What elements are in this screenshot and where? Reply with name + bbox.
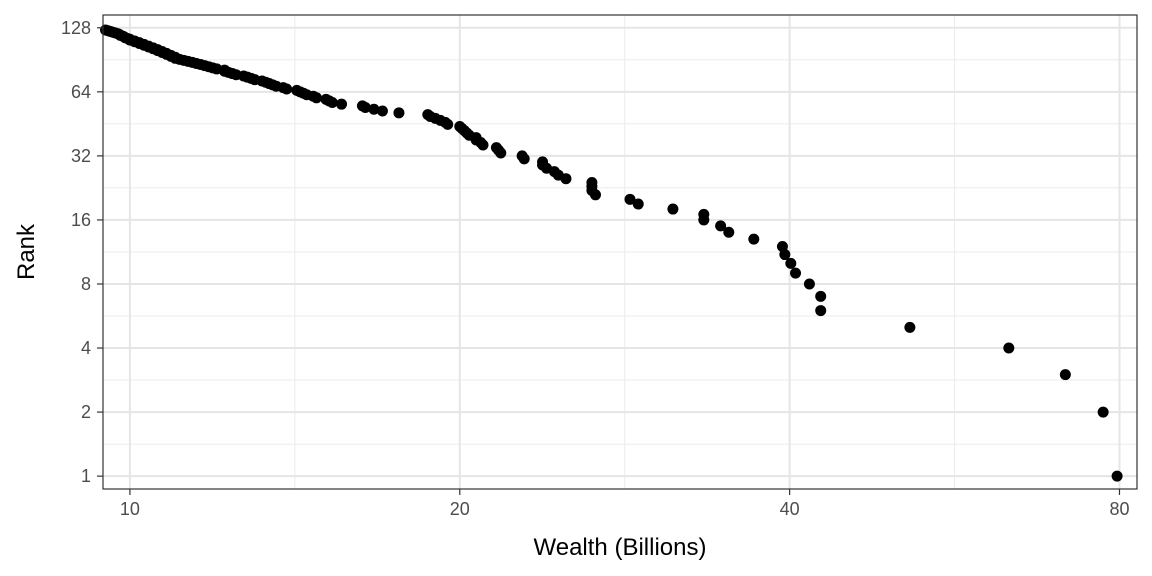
data-point: [904, 321, 916, 333]
data-point: [1111, 470, 1123, 482]
data-point: [803, 278, 815, 290]
data-point: [376, 105, 388, 117]
data-point: [100, 24, 112, 36]
data-point: [320, 93, 332, 105]
y-tick-label: 32: [71, 146, 91, 166]
x-axis-title: Wealth (Billions): [534, 534, 707, 561]
data-point: [356, 100, 368, 112]
data-point: [715, 220, 727, 232]
data-point: [291, 84, 303, 96]
data-point: [785, 257, 797, 269]
y-tick-label: 2: [81, 402, 91, 422]
minor-gridlines: [103, 15, 1137, 489]
data-point: [422, 109, 434, 121]
data-point: [748, 233, 760, 245]
y-tick-label: 128: [61, 18, 91, 38]
data-point: [815, 290, 827, 302]
data-point: [336, 98, 348, 110]
data-point: [516, 150, 528, 162]
x-axis-ticks: 10 20 40 80: [120, 489, 1129, 519]
y-tick-label: 16: [71, 210, 91, 230]
data-point: [490, 142, 502, 154]
x-tick-label: 20: [450, 499, 470, 519]
data-point: [815, 305, 827, 317]
data-point: [368, 103, 380, 115]
data-point: [586, 176, 598, 188]
y-axis-ticks: 1 2 4 8 16 32 64 128: [61, 18, 103, 486]
data-point: [723, 226, 735, 238]
data-point: [632, 198, 644, 210]
data-point: [537, 156, 549, 168]
data-point: [1097, 406, 1109, 418]
y-tick-label: 1: [81, 466, 91, 486]
data-point: [667, 203, 679, 215]
data-point: [790, 267, 802, 279]
y-tick-label: 4: [81, 338, 91, 358]
data-point: [1059, 369, 1071, 381]
data-point: [393, 107, 405, 119]
data-point: [698, 208, 710, 220]
y-axis-title: Rank: [13, 223, 40, 280]
data-point: [454, 120, 466, 132]
data-point: [1003, 342, 1015, 354]
x-tick-label: 10: [120, 499, 140, 519]
y-tick-label: 8: [81, 274, 91, 294]
plot-panel-border: [102, 14, 1138, 490]
data-points: [100, 24, 1123, 482]
data-point: [776, 241, 788, 253]
y-tick-label: 64: [71, 82, 91, 102]
major-gridlines: [103, 15, 1137, 489]
x-tick-label: 40: [780, 499, 800, 519]
x-tick-label: 80: [1109, 499, 1129, 519]
data-point: [624, 193, 636, 205]
